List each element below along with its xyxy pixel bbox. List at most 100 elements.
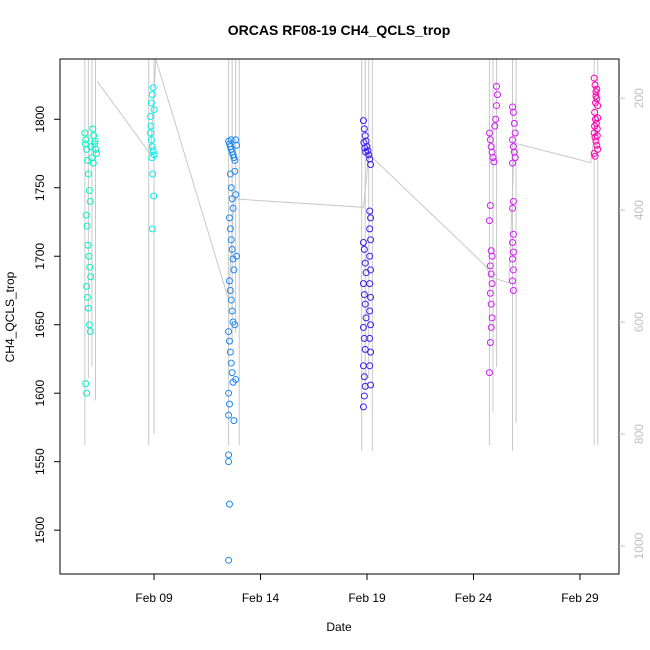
data-point: [362, 314, 370, 322]
data-point: [367, 266, 375, 274]
data-point: [227, 184, 235, 192]
x-tick-label: Feb 14: [242, 591, 280, 605]
data-point: [83, 282, 91, 290]
data-point: [592, 92, 600, 100]
data-point: [511, 154, 519, 162]
data-point: [591, 122, 599, 130]
data-point: [225, 277, 233, 285]
data-point: [81, 129, 89, 137]
points-layer: [81, 74, 602, 564]
data-point: [509, 277, 517, 285]
data-point: [89, 125, 97, 133]
data-point: [86, 263, 94, 271]
data-point: [366, 362, 374, 370]
data-point: [233, 141, 241, 149]
data-point: [227, 296, 235, 304]
data-point: [593, 141, 601, 149]
data-point: [228, 369, 236, 377]
data-point: [360, 392, 368, 400]
data-point: [360, 373, 368, 381]
data-point: [493, 82, 501, 90]
data-point: [149, 84, 157, 92]
data-point: [486, 289, 494, 297]
data-point: [486, 202, 494, 210]
data-point: [227, 236, 235, 244]
data-point: [148, 143, 156, 151]
data-point: [367, 236, 375, 244]
data-point: [490, 158, 498, 166]
data-point: [84, 241, 92, 249]
data-point: [360, 291, 368, 299]
data-point: [367, 381, 375, 389]
data-point: [366, 225, 374, 233]
data-point: [227, 359, 235, 367]
data-point: [509, 255, 517, 263]
data-point: [509, 248, 517, 256]
data-point: [147, 122, 155, 130]
data-point: [366, 280, 374, 288]
y-tick-label: 1600: [33, 380, 47, 407]
data-point: [228, 245, 236, 253]
data-point: [367, 214, 375, 222]
y-tick-label: 1650: [33, 311, 47, 338]
data-point: [492, 115, 500, 123]
data-point: [232, 191, 240, 199]
data-point: [509, 136, 517, 144]
data-point: [367, 293, 375, 301]
data-point: [228, 307, 236, 315]
data-point: [590, 74, 598, 82]
data-point: [593, 85, 601, 93]
data-point: [359, 117, 367, 125]
data-point: [509, 159, 517, 167]
data-point: [87, 273, 95, 281]
data-point: [92, 150, 100, 158]
data-point: [226, 225, 234, 233]
data-point: [83, 389, 91, 397]
data-point: [85, 252, 93, 260]
data-point: [148, 91, 156, 99]
data-point: [360, 125, 368, 133]
data-point: [84, 156, 92, 164]
data-point: [487, 323, 495, 331]
data-point: [82, 136, 90, 144]
data-point: [591, 99, 599, 107]
data-point: [487, 270, 495, 278]
data-point: [359, 239, 367, 247]
data-point: [148, 225, 156, 233]
data-point: [594, 114, 602, 122]
data-point: [359, 323, 367, 331]
data-point: [488, 314, 496, 322]
data-point: [226, 348, 234, 356]
data-point: [231, 167, 239, 175]
x-axis-label: Date: [326, 620, 352, 634]
data-point: [225, 411, 233, 419]
y-tick-label: 1750: [33, 174, 47, 201]
data-point: [225, 500, 233, 508]
data-point: [229, 204, 237, 212]
data-point: [225, 556, 233, 564]
data-point: [225, 400, 233, 408]
data-point: [226, 286, 234, 294]
data-point: [366, 307, 374, 315]
data-point: [486, 339, 494, 347]
data-point: [149, 147, 157, 155]
data-point: [225, 214, 233, 222]
x-tick-label: Feb 29: [561, 591, 599, 605]
data-point: [230, 417, 238, 425]
pressure-layer: [84, 58, 599, 451]
data-point: [82, 380, 90, 388]
data-point: [85, 186, 93, 194]
data-point: [485, 129, 493, 137]
data-point: [362, 269, 370, 277]
data-point: [147, 136, 155, 144]
data-point: [148, 154, 156, 162]
data-point: [366, 252, 374, 260]
data-point: [367, 160, 375, 168]
right-tick-label: 600: [632, 312, 646, 332]
data-point: [232, 376, 240, 384]
data-point: [84, 304, 92, 312]
data-point: [361, 345, 369, 353]
data-point: [509, 197, 517, 205]
right-axis: 200 400 600 800 1000: [619, 88, 646, 559]
